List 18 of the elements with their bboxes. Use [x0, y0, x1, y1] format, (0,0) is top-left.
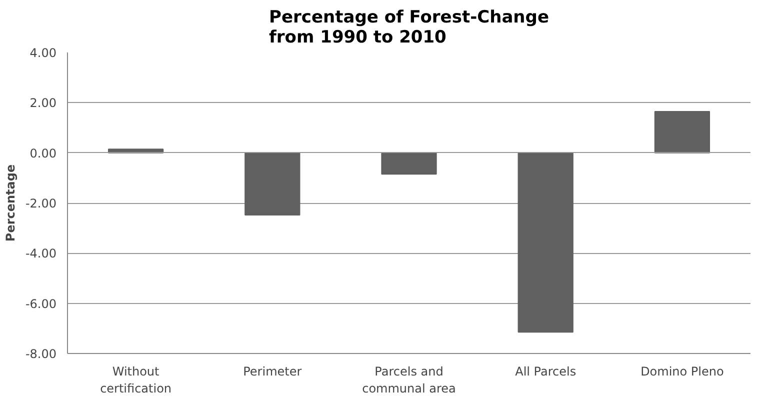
bar — [518, 152, 574, 333]
x-tick-label: Parcels and communal area — [362, 364, 456, 396]
chart-title: Percentage of Forest-Change from 1990 to 2010 — [269, 8, 549, 48]
y-tick-label: -4.00 — [25, 246, 57, 261]
x-tick-label: Without certification — [100, 364, 172, 396]
y-tick-label: -2.00 — [25, 196, 57, 210]
bar — [381, 152, 437, 175]
y-axis-title: Percentage — [3, 164, 18, 242]
bar — [244, 152, 300, 216]
x-tick-label: Domino Pleno — [640, 364, 724, 378]
x-tick-label: All Parcels — [515, 364, 576, 378]
y-tick-label: 2.00 — [30, 96, 56, 110]
y-tick-label: 0.00 — [30, 146, 56, 160]
y-tick-label: -8.00 — [25, 347, 57, 361]
x-tick-label: Perimeter — [243, 364, 302, 378]
y-tick-label: 4.00 — [30, 46, 56, 60]
y-tick-label: -6.00 — [25, 296, 57, 311]
bar — [654, 110, 710, 154]
